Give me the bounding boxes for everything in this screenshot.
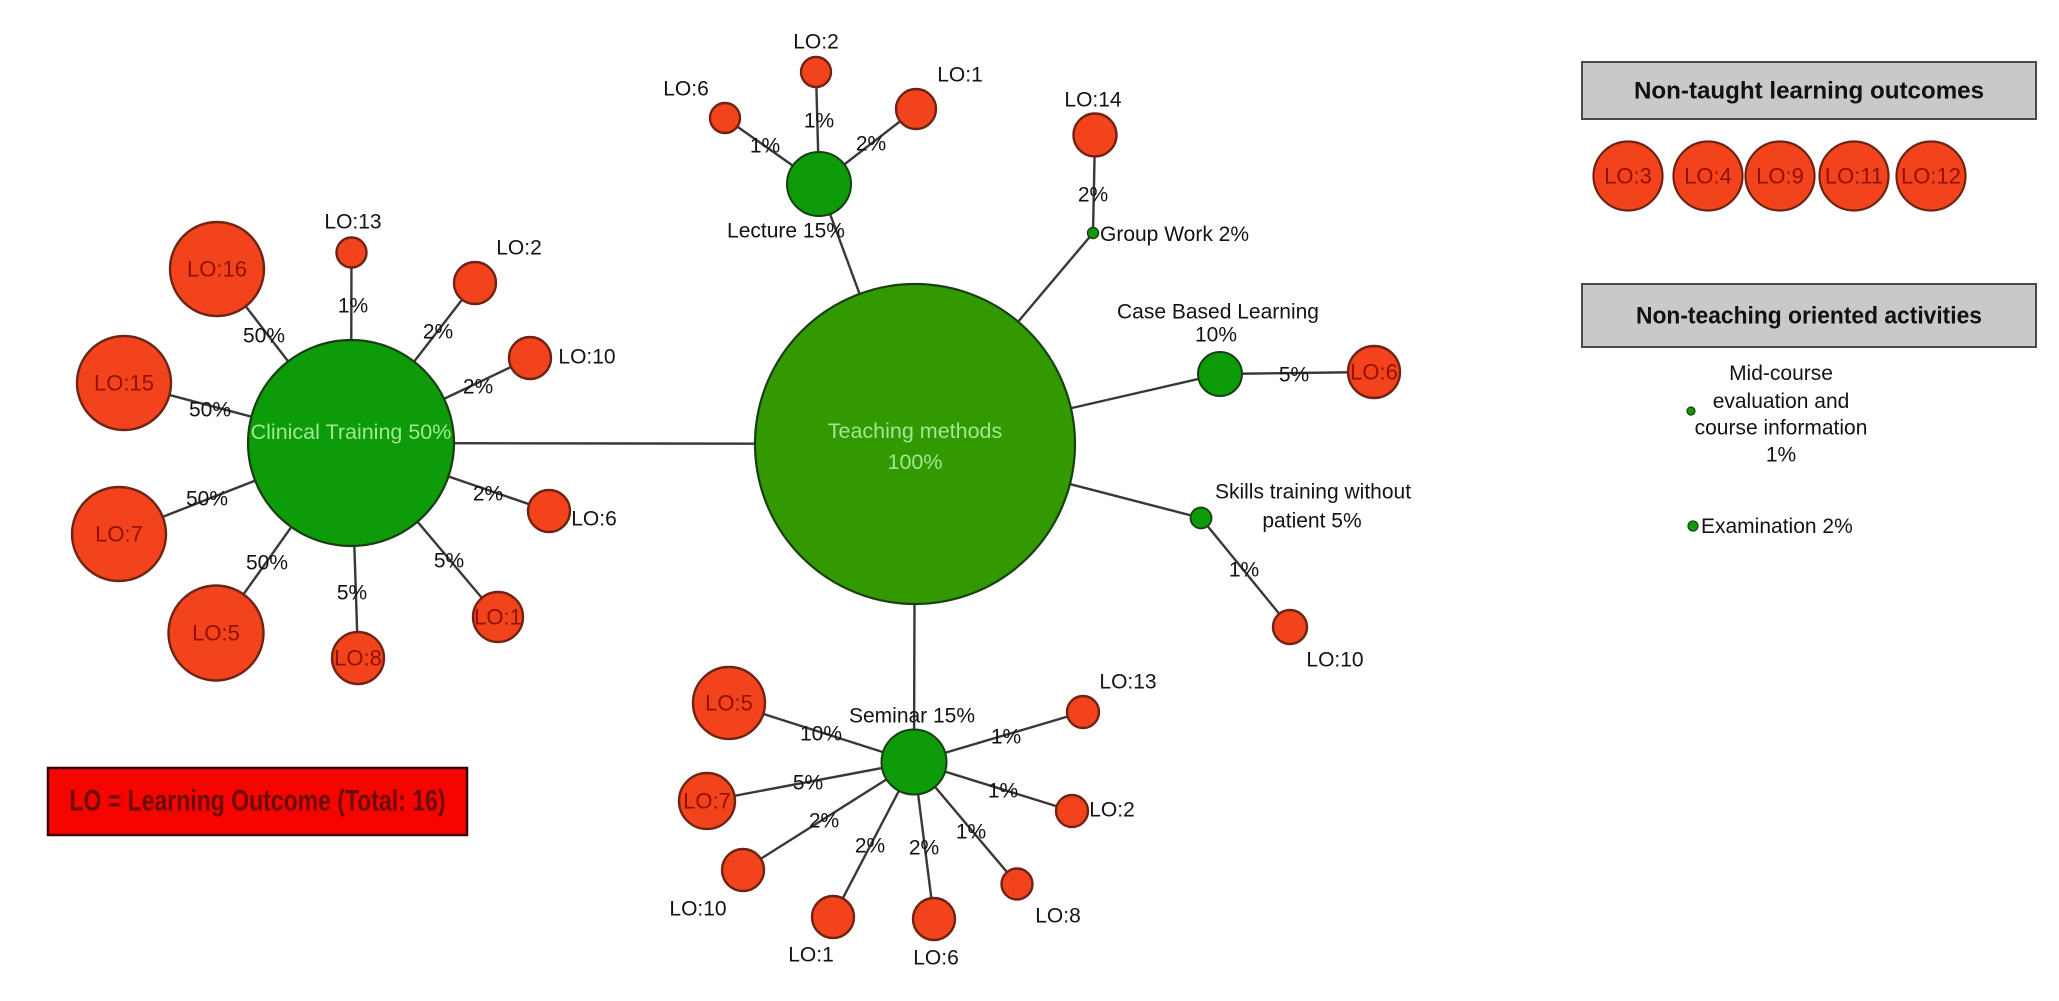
svg-text:patient 5%: patient 5% xyxy=(1262,510,1361,533)
svg-text:2%: 2% xyxy=(423,321,453,344)
svg-text:LO:6: LO:6 xyxy=(1350,360,1398,385)
svg-text:Lecture 15%: Lecture 15% xyxy=(727,220,845,243)
svg-text:LO:1: LO:1 xyxy=(474,605,522,630)
svg-text:LO:7: LO:7 xyxy=(683,789,731,814)
svg-text:2%: 2% xyxy=(463,376,493,399)
svg-text:LO:10: LO:10 xyxy=(669,898,726,921)
svg-text:1%: 1% xyxy=(1229,559,1259,582)
svg-text:LO:13: LO:13 xyxy=(1099,671,1156,694)
svg-text:LO:4: LO:4 xyxy=(1684,164,1732,189)
svg-text:5%: 5% xyxy=(793,772,823,795)
svg-text:LO:11: LO:11 xyxy=(1825,164,1883,189)
svg-text:1%: 1% xyxy=(988,780,1018,803)
svg-text:2%: 2% xyxy=(855,835,885,858)
svg-text:Non-taught learning outcomes: Non-taught learning outcomes xyxy=(1634,78,1984,105)
svg-text:LO:6: LO:6 xyxy=(571,508,617,531)
svg-text:LO:10: LO:10 xyxy=(558,346,615,369)
svg-text:LO:14: LO:14 xyxy=(1064,89,1122,112)
svg-text:LO:6: LO:6 xyxy=(663,78,709,101)
svg-text:LO:8: LO:8 xyxy=(334,646,382,671)
svg-text:1%: 1% xyxy=(956,821,986,844)
svg-text:Clinical Training 50%: Clinical Training 50% xyxy=(251,420,452,444)
svg-text:10%: 10% xyxy=(1195,324,1237,347)
svg-text:LO:2: LO:2 xyxy=(1089,799,1135,822)
svg-text:LO:5: LO:5 xyxy=(705,691,753,716)
svg-text:2%: 2% xyxy=(856,133,886,156)
svg-text:LO:1: LO:1 xyxy=(788,944,834,967)
svg-text:50%: 50% xyxy=(189,399,231,422)
svg-text:100%: 100% xyxy=(888,450,943,474)
svg-text:LO:5: LO:5 xyxy=(192,621,240,646)
svg-text:2%: 2% xyxy=(473,483,503,506)
svg-text:Teaching methods: Teaching methods xyxy=(828,419,1003,443)
svg-text:LO = Learning Outcome (Total:: LO = Learning Outcome (Total: 16) xyxy=(70,785,446,818)
svg-text:1%: 1% xyxy=(750,135,780,158)
svg-text:LO:7: LO:7 xyxy=(95,522,143,547)
svg-text:LO:13: LO:13 xyxy=(324,211,381,234)
svg-text:50%: 50% xyxy=(243,325,285,348)
svg-text:LO:8: LO:8 xyxy=(1035,905,1081,928)
svg-text:LO:9: LO:9 xyxy=(1756,164,1804,189)
svg-text:10%: 10% xyxy=(800,723,842,746)
svg-text:LO:6: LO:6 xyxy=(913,947,959,970)
svg-text:evaluation and: evaluation and xyxy=(1713,390,1850,413)
svg-text:1%: 1% xyxy=(991,726,1021,749)
svg-text:LO:2: LO:2 xyxy=(793,31,839,54)
svg-text:Non-teaching oriented activiti: Non-teaching oriented activities xyxy=(1636,303,1982,330)
svg-text:Mid-course: Mid-course xyxy=(1729,362,1833,385)
svg-text:2%: 2% xyxy=(809,810,839,833)
svg-text:LO:2: LO:2 xyxy=(496,237,542,260)
svg-text:LO:16: LO:16 xyxy=(187,257,247,282)
svg-text:2%: 2% xyxy=(909,837,939,860)
svg-text:LO:10: LO:10 xyxy=(1306,649,1363,672)
svg-text:50%: 50% xyxy=(246,552,288,575)
svg-text:LO:1: LO:1 xyxy=(937,64,983,87)
svg-text:1%: 1% xyxy=(804,110,834,133)
svg-text:course information: course information xyxy=(1695,417,1868,440)
svg-text:5%: 5% xyxy=(434,550,464,573)
svg-text:Skills training without: Skills training without xyxy=(1215,481,1411,504)
svg-text:LO:15: LO:15 xyxy=(94,371,154,396)
svg-text:Seminar 15%: Seminar 15% xyxy=(849,705,975,728)
svg-text:1%: 1% xyxy=(1766,444,1796,467)
svg-text:50%: 50% xyxy=(186,488,228,511)
svg-text:Case Based Learning: Case Based Learning xyxy=(1117,301,1319,324)
svg-text:2%: 2% xyxy=(1078,184,1108,207)
svg-text:5%: 5% xyxy=(1279,364,1309,387)
svg-text:LO:12: LO:12 xyxy=(1901,164,1961,189)
svg-text:Examination 2%: Examination 2% xyxy=(1701,515,1853,538)
svg-text:LO:3: LO:3 xyxy=(1604,164,1652,189)
svg-text:Group Work 2%: Group Work 2% xyxy=(1100,223,1249,246)
svg-text:1%: 1% xyxy=(338,295,368,318)
svg-text:5%: 5% xyxy=(337,582,367,605)
